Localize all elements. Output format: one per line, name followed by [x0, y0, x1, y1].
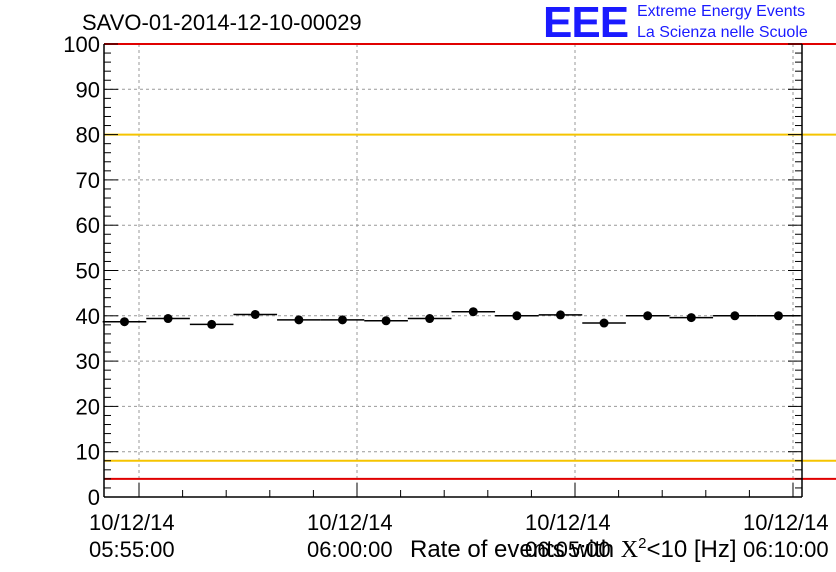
data-point	[599, 318, 609, 328]
data-point	[294, 315, 304, 325]
y-tick-label: 10	[76, 440, 100, 465]
x-tick-label-time: 06:00:00	[307, 537, 393, 562]
y-tick-label: 100	[63, 32, 100, 57]
data-point	[163, 314, 173, 324]
x-tick-label-time: 06:05:00	[525, 537, 611, 562]
chi-symbol: X	[620, 537, 639, 563]
y-tick-label: 80	[76, 123, 100, 148]
x-tick-label-date: 10/12/14	[89, 510, 175, 535]
x-axis-label-prefix: Rate of events with	[410, 536, 621, 563]
logo-line-2: La Scienza nelle Scuole	[637, 24, 808, 41]
x-tick-label-date: 10/12/14	[307, 510, 393, 535]
x-tick-label-date: 10/12/14	[743, 510, 829, 535]
x-tick-label-time: 06:10:00	[743, 537, 829, 562]
y-tick-label: 90	[76, 77, 100, 102]
y-tick-label: 0	[88, 485, 100, 510]
data-point	[730, 311, 740, 321]
x-axis-label-suffix: <10 [Hz]	[646, 536, 737, 563]
y-tick-label: 60	[76, 213, 100, 238]
y-tick-label: 30	[76, 349, 100, 374]
x-tick-label-time: 05:55:00	[89, 537, 175, 562]
y-tick-label: 20	[76, 394, 100, 419]
data-point	[512, 311, 522, 321]
data-point	[425, 314, 435, 324]
y-tick-label: 70	[76, 168, 100, 193]
y-tick-label: 50	[76, 259, 100, 284]
data-point	[381, 316, 391, 326]
data-point	[555, 310, 565, 320]
logo-line-1: Extreme Energy Events	[637, 3, 806, 20]
data-point	[773, 311, 783, 321]
data-point	[250, 309, 260, 319]
data-point	[337, 315, 347, 325]
data-point	[207, 319, 217, 329]
data-point	[468, 307, 478, 317]
run-title: SAVO-01-2014-12-10-00029	[82, 10, 362, 35]
x-tick-label-date: 10/12/14	[525, 510, 611, 535]
y-tick-label: 40	[76, 304, 100, 329]
eee-logo: EEE	[543, 0, 629, 47]
data-point	[643, 311, 653, 321]
data-point	[686, 313, 696, 323]
x-axis-label: Rate of events with X2<10 [Hz]	[410, 535, 737, 564]
data-point	[119, 317, 129, 327]
chi-exponent: 2	[638, 535, 647, 552]
